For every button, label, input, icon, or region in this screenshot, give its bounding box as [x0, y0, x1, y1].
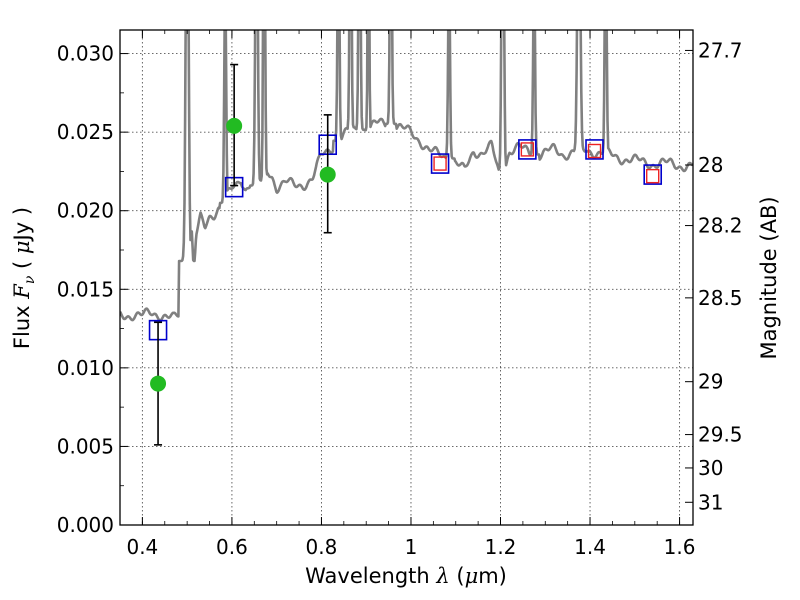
model-photometry-square [430, 153, 450, 174]
observed-photometry-square [433, 156, 447, 171]
model-spectrum-line [120, 30, 693, 322]
model-photometry-square [518, 139, 537, 160]
observed-photometry-square [520, 142, 535, 157]
x-tick-label: 0.4 [126, 535, 158, 559]
mag-tick-label: 29 [698, 370, 723, 394]
grid-layer [120, 30, 693, 525]
observed-photometry-square [646, 168, 660, 184]
plot-area [120, 30, 693, 446]
observed-photometry-square [587, 143, 602, 159]
mag-tick-label: 27.7 [698, 38, 743, 62]
y-tick-label: 0.000 [57, 513, 114, 537]
mag-tick-label: 28.5 [698, 286, 743, 310]
ticks-layer: 0.4 0.6 0.8 1 1.2 1.4 1.6 0.000 0.005 0.010 0.015 0… [57, 30, 743, 559]
observed-photometry-point [226, 117, 243, 134]
y-tick-label: 0.020 [57, 199, 114, 223]
x-axis-label: Wavelength λ (μm) [305, 564, 507, 588]
observed-photometry-point [319, 166, 336, 183]
observed-photometry-point [150, 375, 167, 392]
y-tick-label: 0.025 [57, 120, 114, 144]
x-tick-label: 1.4 [574, 535, 606, 559]
y-tick-label: 0.010 [57, 356, 114, 380]
model-photometry-square [585, 139, 604, 160]
spectrum-layer [120, 30, 693, 322]
y-tick-label: 0.005 [57, 434, 114, 458]
y-tick-label: 0.015 [57, 277, 114, 301]
markers-layer [148, 63, 663, 446]
model-photometry-square [643, 164, 663, 185]
mag-tick-label: 30 [698, 456, 723, 480]
x-tick-label: 1 [405, 535, 418, 559]
x-tick-label: 0.8 [306, 535, 338, 559]
mag-tick-label: 28 [698, 153, 723, 177]
x-tick-label: 1.2 [485, 535, 517, 559]
mag-tick-label: 29.5 [698, 423, 743, 447]
x-tick-label: 1.6 [664, 535, 696, 559]
y-axis-label: Flux Fν ( μJy ) [10, 207, 38, 349]
y2-axis-label: Magnitude (AB) [757, 196, 781, 359]
mag-tick-label: 31 [698, 490, 723, 514]
mag-tick-label: 28.2 [698, 214, 743, 238]
y-tick-label: 0.030 [57, 42, 114, 66]
x-tick-label: 0.6 [216, 535, 248, 559]
plot-frame [119, 29, 694, 526]
